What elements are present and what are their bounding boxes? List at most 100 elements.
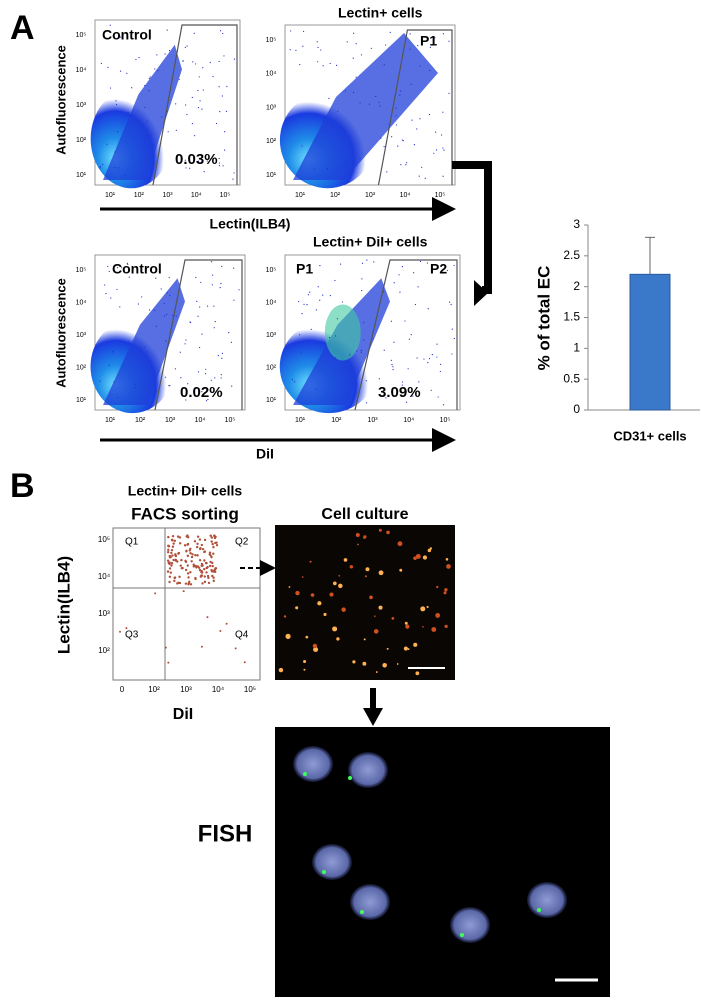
- event-dot: [192, 565, 195, 568]
- event-dot: [435, 131, 437, 133]
- event-dot: [203, 550, 207, 553]
- event-dot: [206, 305, 209, 307]
- y-tick-label: 10⁴: [76, 299, 87, 306]
- event-dot: [442, 175, 444, 177]
- event-dot: [127, 263, 129, 265]
- event-dot: [206, 160, 208, 162]
- cell-spot: [415, 553, 421, 559]
- event-dot: [131, 87, 133, 89]
- event-dot: [336, 318, 339, 320]
- cell-spot: [333, 581, 337, 586]
- cell-spot: [427, 548, 432, 553]
- cell-spot: [378, 570, 384, 576]
- event-dot: [212, 546, 215, 549]
- event-dot: [299, 63, 301, 66]
- event-dot: [193, 32, 195, 34]
- event-dot: [290, 30, 292, 32]
- event-dot: [319, 265, 321, 267]
- gate: [377, 29, 453, 186]
- event-dot: [193, 135, 196, 137]
- event-dot: [173, 539, 176, 543]
- event-dot: [207, 576, 210, 580]
- down-arrow-head: [363, 708, 383, 726]
- event-dot: [167, 131, 169, 133]
- event-dot: [186, 542, 190, 546]
- event-dot: [115, 100, 117, 102]
- y-tick-label: 2.5: [563, 248, 580, 262]
- event-dot: [210, 540, 213, 543]
- event-dot: [417, 45, 419, 47]
- event-dot: [439, 370, 441, 373]
- event-dot: [168, 385, 170, 387]
- event-dot: [233, 172, 235, 174]
- y-tick-label: 10⁴: [98, 572, 111, 581]
- event-dot: [203, 567, 206, 571]
- event-dot: [378, 378, 380, 380]
- event-dot: [395, 124, 398, 126]
- event-dot: [343, 131, 345, 134]
- y-tick-label: 10¹: [266, 397, 277, 404]
- event-dot: [191, 96, 193, 99]
- event-dot: [198, 547, 202, 551]
- cell-spot: [303, 660, 307, 664]
- cell-spot: [382, 662, 387, 668]
- event-dot: [419, 118, 421, 120]
- event-dot: [190, 560, 193, 563]
- event-dot: [201, 582, 204, 585]
- event-dot: [299, 334, 301, 336]
- event-dot: [138, 57, 140, 59]
- cell-spot: [355, 532, 360, 537]
- event-dot: [386, 171, 388, 173]
- event-dot: [199, 346, 201, 349]
- event-dot: [155, 391, 157, 393]
- event-dot: [385, 44, 387, 46]
- event-dot: [185, 535, 188, 538]
- nucleus: [450, 907, 490, 943]
- event-dot: [119, 630, 122, 633]
- event-dot: [437, 396, 439, 398]
- cell-spot: [295, 606, 299, 610]
- x-tick-label: 10²: [330, 192, 341, 199]
- event-dot: [160, 288, 162, 290]
- event-dot: [172, 542, 175, 545]
- event-dot: [391, 364, 393, 366]
- event-dot: [325, 116, 327, 118]
- cell-spot: [404, 621, 408, 625]
- event-dot: [186, 554, 190, 558]
- event-dot: [205, 400, 208, 402]
- event-dot: [355, 76, 357, 78]
- event-dot: [346, 41, 348, 43]
- cell-spot: [422, 625, 424, 628]
- event-dot: [243, 661, 246, 664]
- event-dot: [306, 304, 308, 306]
- event-dot: [345, 90, 347, 92]
- event-dot: [370, 47, 372, 49]
- event-dot: [213, 327, 215, 329]
- panel-label: A: [10, 9, 35, 47]
- event-dot: [203, 170, 205, 173]
- event-dot: [194, 576, 197, 580]
- event-dot: [361, 262, 364, 264]
- cell-spot: [444, 588, 448, 592]
- event-dot: [146, 120, 149, 122]
- event-dot: [212, 579, 215, 583]
- event-dot: [401, 384, 403, 386]
- event-dot: [365, 380, 367, 382]
- y-tick-label: 10⁴: [266, 299, 277, 306]
- event-dot: [209, 534, 212, 537]
- event-dot: [309, 291, 311, 293]
- event-dot: [121, 267, 123, 269]
- event-dot: [226, 85, 228, 88]
- event-dot: [170, 551, 173, 555]
- event-dot: [321, 137, 324, 140]
- event-dot: [406, 162, 408, 164]
- event-dot: [232, 178, 234, 180]
- event-dot: [119, 306, 121, 308]
- event-dot: [198, 568, 202, 572]
- event-dot: [212, 552, 215, 555]
- event-dot: [135, 58, 137, 61]
- event-dot: [317, 286, 319, 288]
- event-dot: [187, 383, 189, 385]
- event-dot: [319, 299, 321, 301]
- event-dot: [436, 343, 438, 345]
